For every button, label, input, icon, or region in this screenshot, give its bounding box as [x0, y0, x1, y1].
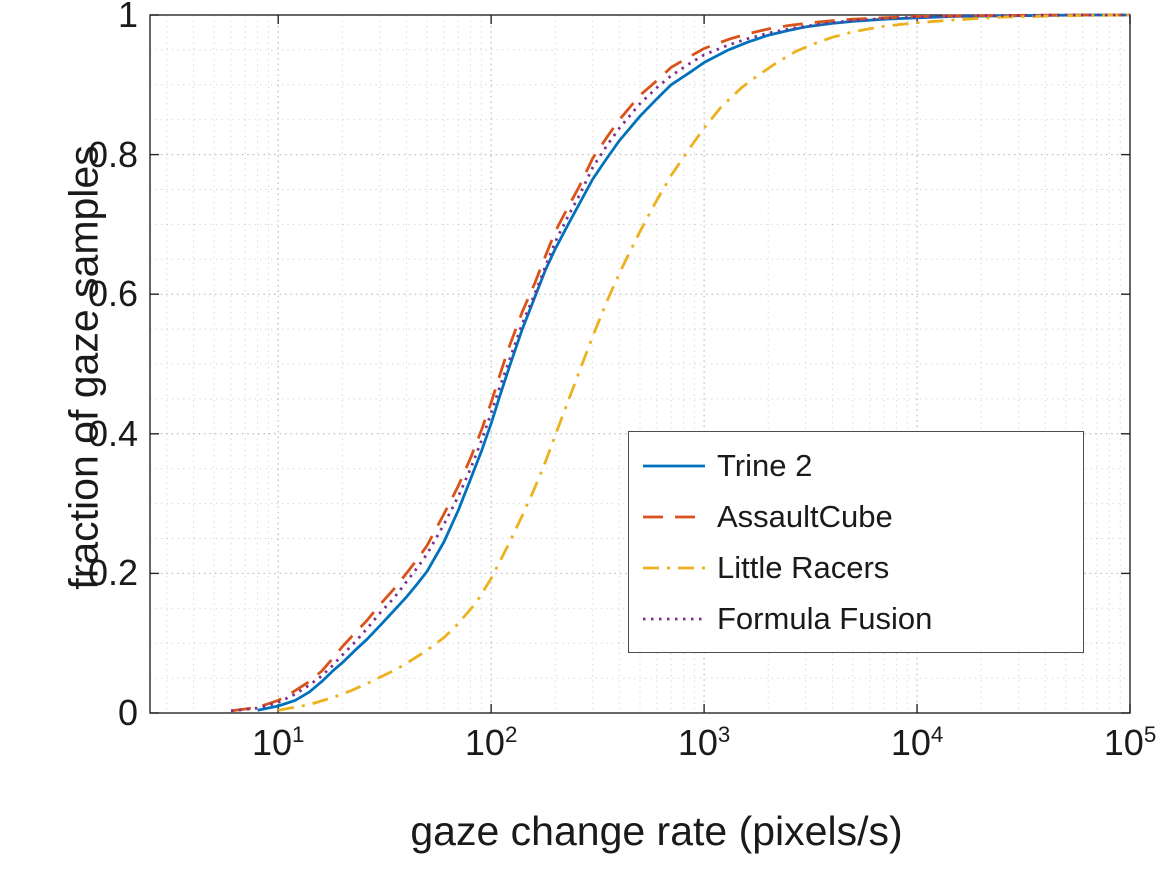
x-tick-label: 105: [1103, 722, 1157, 763]
x-tick-label: 104: [890, 722, 944, 763]
legend-item-trine-2: Trine 2: [643, 440, 1083, 491]
x-axis-label: gaze change rate (pixels/s): [410, 808, 903, 854]
legend-line-sample: [643, 464, 705, 467]
legend-label: Little Racers: [717, 549, 890, 585]
legend-label: Trine 2: [717, 447, 813, 483]
legend-line-sample: [643, 515, 705, 518]
legend-line-sample: [643, 566, 705, 569]
y-tick-label: 0: [117, 692, 138, 733]
series-lines: [230, 13, 1131, 713]
legend-item-assaultcube: AssaultCube: [643, 491, 1083, 542]
y-tick-label: 1: [117, 0, 138, 35]
x-tick-label: 103: [677, 722, 731, 763]
series-line-assaultcube: [230, 13, 1130, 713]
series-line-little-racers: [277, 13, 1131, 712]
legend-item-little-racers: Little Racers: [643, 542, 1083, 593]
x-tick-label: 102: [464, 722, 518, 763]
y-tick-label: 0.6: [87, 273, 138, 315]
legend: Trine 2 AssaultCube Little Racers Formula F…: [628, 431, 1084, 653]
x-tick-label: 101: [251, 722, 305, 763]
legend-label: Formula Fusion: [717, 600, 933, 636]
y-tick-label: 0.8: [87, 133, 138, 175]
legend-line-sample: [643, 617, 705, 620]
y-tick-label: 0.2: [87, 552, 138, 594]
legend-item-formula-fusion: Formula Fusion: [643, 593, 1083, 644]
legend-label: AssaultCube: [717, 498, 893, 534]
y-tick-label: 0.4: [87, 412, 138, 454]
y-axis-label: fraction of gaze samples: [60, 145, 107, 590]
